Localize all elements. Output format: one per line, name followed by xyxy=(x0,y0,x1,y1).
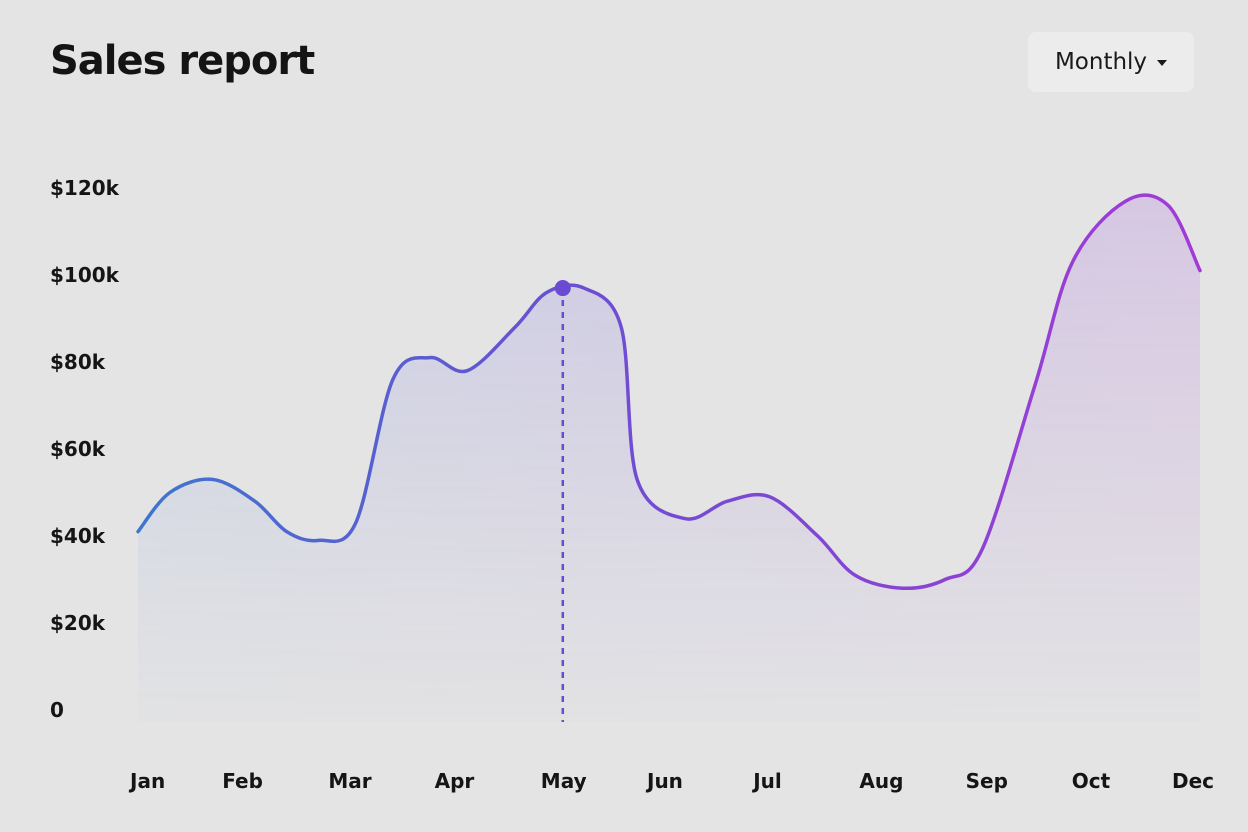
y-tick-label: $20k xyxy=(50,611,106,635)
y-tick-label: $120k xyxy=(50,176,120,200)
series-area xyxy=(138,195,1200,722)
page-title: Sales report xyxy=(50,38,315,84)
y-tick-label: $60k xyxy=(50,437,106,461)
y-tick-label: $100k xyxy=(50,263,120,287)
x-tick-label: Oct xyxy=(1072,769,1111,793)
series-line xyxy=(136,193,1202,591)
x-tick-label: Aug xyxy=(859,769,903,793)
x-tick-label: Sep xyxy=(966,769,1008,793)
y-tick-label: $80k xyxy=(50,350,106,374)
x-axis-ticks: Jan Feb Mar Apr May Jun Jul Aug Sep Oct Dec xyxy=(128,769,1214,793)
y-tick-label: 0 xyxy=(50,698,64,722)
x-tick-label: Dec xyxy=(1172,769,1214,793)
caret-down-icon xyxy=(1157,60,1168,66)
x-tick-label: Apr xyxy=(435,769,475,793)
x-tick-label: Feb xyxy=(222,769,263,793)
x-tick-label: Mar xyxy=(328,769,371,793)
x-tick-label: Jan xyxy=(128,769,165,793)
y-axis-ticks: 0 $20k $40k $60k $80k $100k $120k xyxy=(50,176,120,722)
x-tick-label: Jul xyxy=(751,769,782,793)
period-select[interactable]: Monthly xyxy=(1028,32,1194,92)
highlight-point[interactable] xyxy=(554,280,571,297)
x-tick-label: May xyxy=(541,769,587,793)
period-select-value: Monthly xyxy=(1054,49,1148,75)
x-tick-label: Jun xyxy=(645,769,683,793)
y-tick-label: $40k xyxy=(50,524,106,548)
